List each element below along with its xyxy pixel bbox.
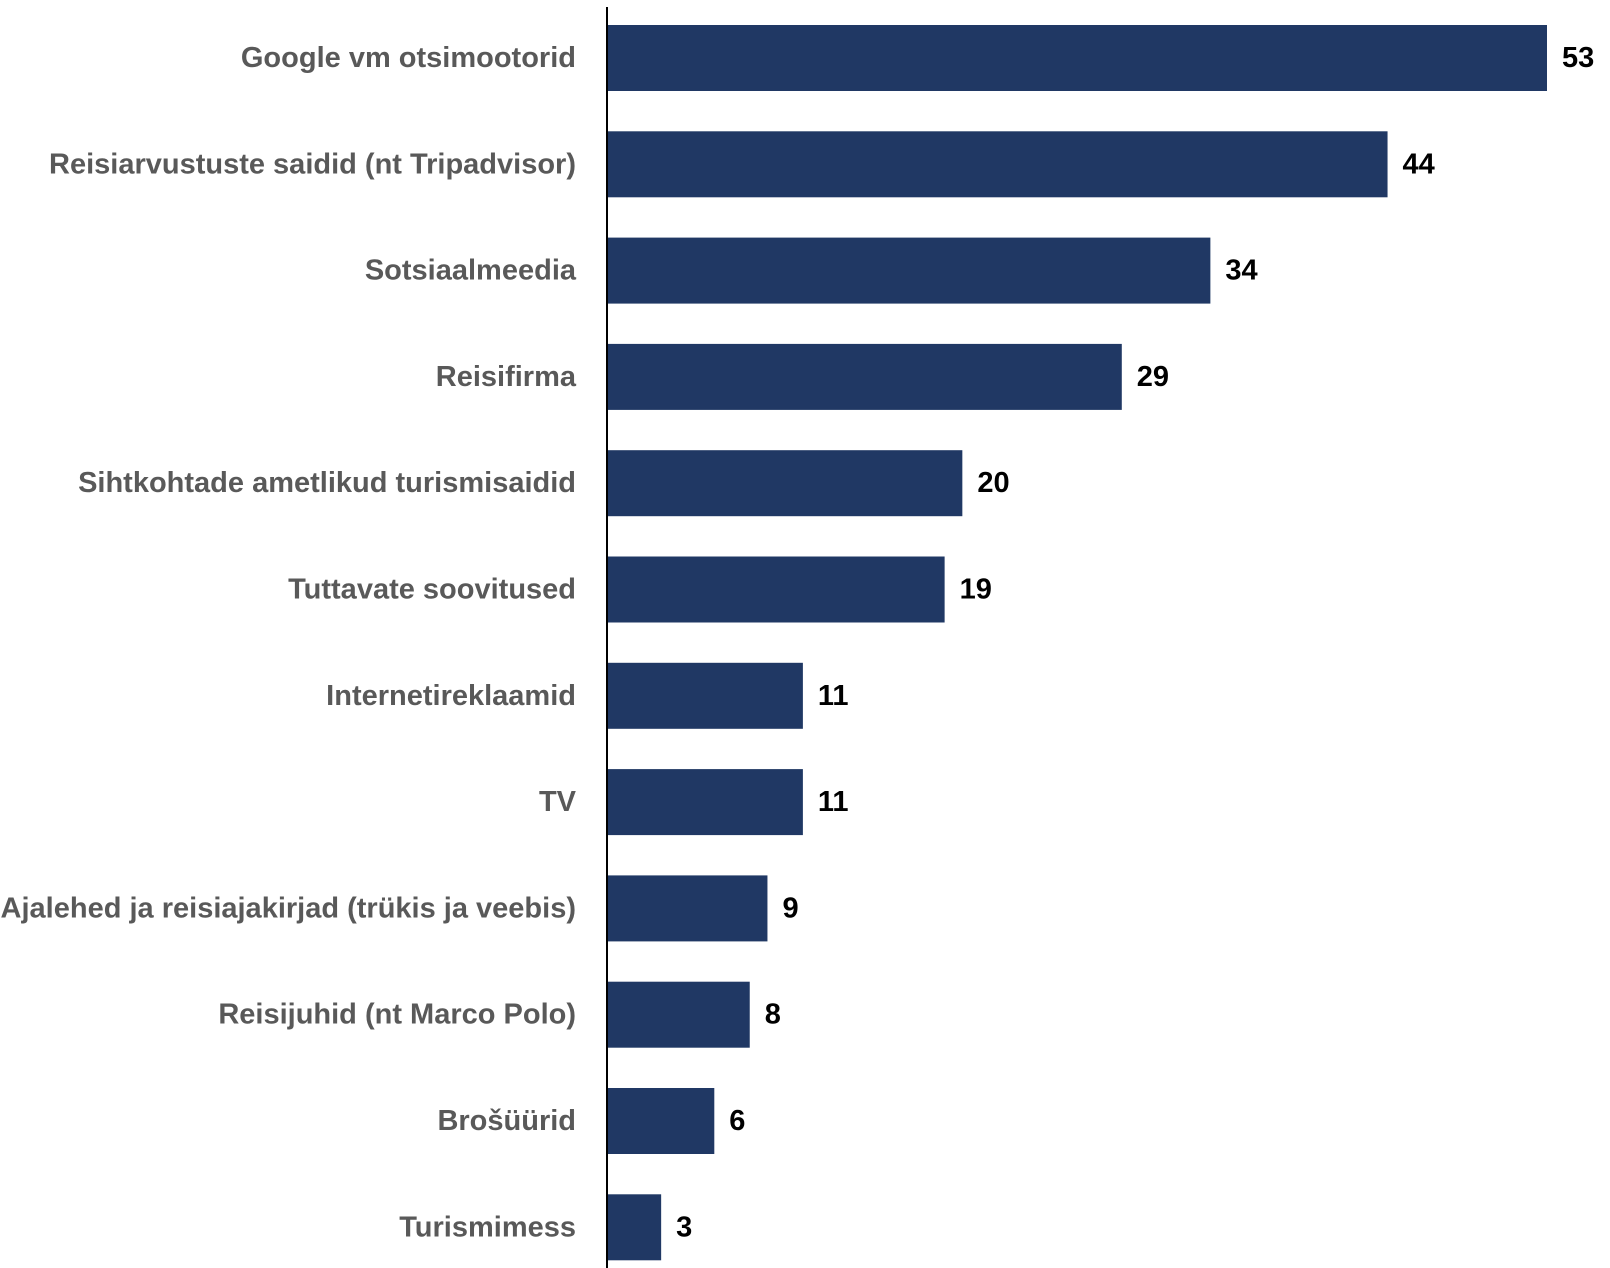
category-label: Reisifirma [436,361,577,393]
value-label: 20 [977,467,1009,499]
bar [608,981,750,1048]
bar [608,1088,715,1154]
value-label: 29 [1137,361,1169,393]
bar [608,875,768,942]
value-label: 3 [676,1211,692,1243]
value-label: 53 [1562,42,1594,74]
value-label: 44 [1403,148,1435,180]
bar [608,556,945,623]
bar [608,343,1122,410]
bar [608,450,963,517]
value-label: 6 [729,1105,745,1137]
category-label: Brošüürid [437,1105,576,1137]
category-label: Reisijuhid (nt Marco Polo) [218,999,576,1031]
category-label: Ajalehed ja reisiajakirjad (trükis ja ve… [1,892,576,924]
bar [608,25,1547,91]
category-label: Tuttavate soovitused [288,574,576,606]
category-label: TV [539,786,577,818]
value-label: 11 [818,786,849,818]
category-label: Turismimess [399,1211,576,1243]
value-label: 11 [818,680,849,712]
value-label: 34 [1225,255,1257,287]
value-label: 8 [765,999,781,1031]
category-label: Google vm otsimootorid [241,42,576,74]
category-label: Sihtkohtade ametlikud turismisaidid [78,467,576,499]
bar [608,1194,662,1261]
bar [608,662,803,729]
category-label: Sotsiaalmeedia [365,255,577,287]
category-labels-group: Google vm otsimootorid Reisiarvustuste sa… [1,42,577,1243]
bar [608,769,803,836]
category-label: Internetireklaamid [326,680,576,712]
bar [608,237,1211,304]
value-label: 19 [960,574,992,606]
bar [608,131,1388,198]
value-labels-group: 53 44 34 29 20 19 11 11 9 8 6 3 [676,42,1594,1243]
value-label: 9 [782,892,798,924]
bars-group [608,25,1547,1261]
category-label: Reisiarvustuste saidid (nt Tripadvisor) [49,148,576,180]
